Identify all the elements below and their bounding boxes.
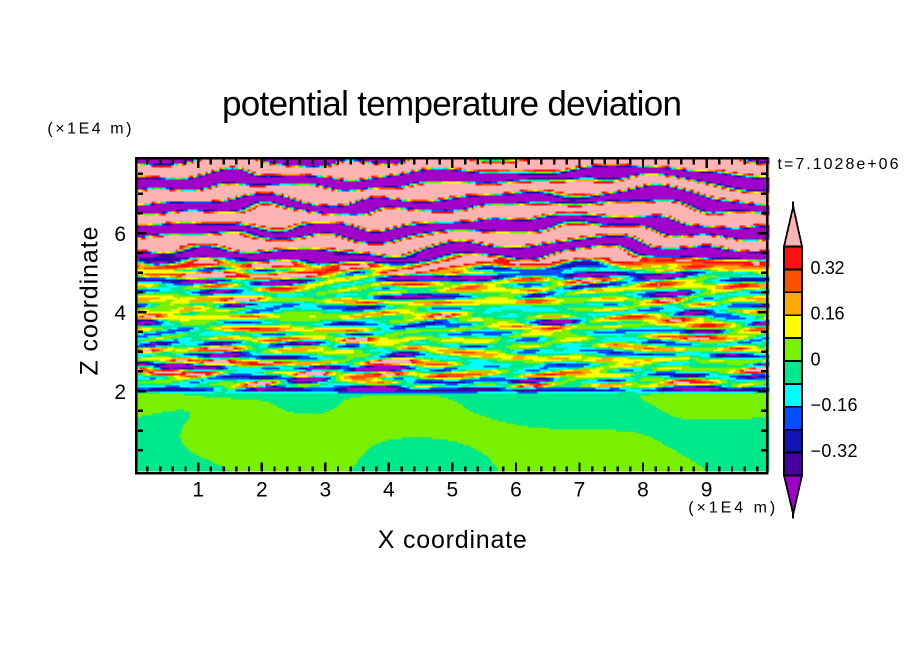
svg-text:2: 2 bbox=[256, 479, 268, 502]
svg-text:0.16: 0.16 bbox=[811, 304, 845, 324]
svg-text:5: 5 bbox=[447, 479, 459, 502]
svg-text:6: 6 bbox=[114, 223, 126, 246]
svg-text:3: 3 bbox=[319, 479, 331, 502]
svg-text:7: 7 bbox=[574, 479, 586, 502]
svg-text:4: 4 bbox=[114, 302, 126, 325]
svg-text:9: 9 bbox=[701, 479, 713, 502]
svg-text:t=7.1028e+06: t=7.1028e+06 bbox=[778, 156, 899, 173]
svg-text:0.32: 0.32 bbox=[811, 258, 845, 278]
svg-text:(×1E4 m): (×1E4 m) bbox=[688, 500, 775, 517]
svg-text:8: 8 bbox=[637, 479, 649, 502]
svg-text:Z coordinate: Z coordinate bbox=[76, 227, 104, 376]
svg-text:−0.16: −0.16 bbox=[811, 395, 858, 415]
svg-text:6: 6 bbox=[510, 479, 522, 502]
svg-text:(×1E4 m): (×1E4 m) bbox=[47, 121, 131, 138]
svg-text:potential temperature deviatio: potential temperature deviation bbox=[222, 85, 682, 124]
svg-text:−0.32: −0.32 bbox=[811, 441, 858, 461]
svg-text:4: 4 bbox=[383, 479, 395, 502]
svg-text:X coordinate: X coordinate bbox=[378, 526, 527, 554]
svg-text:2: 2 bbox=[114, 381, 126, 404]
svg-text:1: 1 bbox=[192, 479, 204, 502]
svg-text:0: 0 bbox=[811, 349, 821, 369]
